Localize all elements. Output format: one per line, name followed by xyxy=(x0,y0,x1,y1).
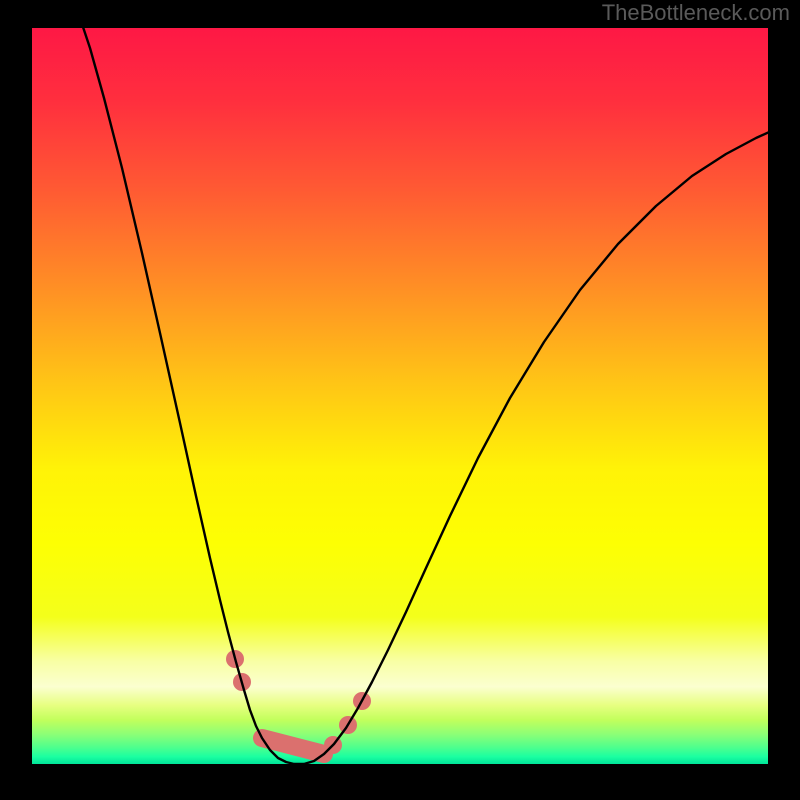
gradient-background xyxy=(32,28,768,764)
watermark-text: TheBottleneck.com xyxy=(602,0,790,26)
plot-area xyxy=(32,28,768,772)
chart-frame: TheBottleneck.com xyxy=(0,0,800,800)
